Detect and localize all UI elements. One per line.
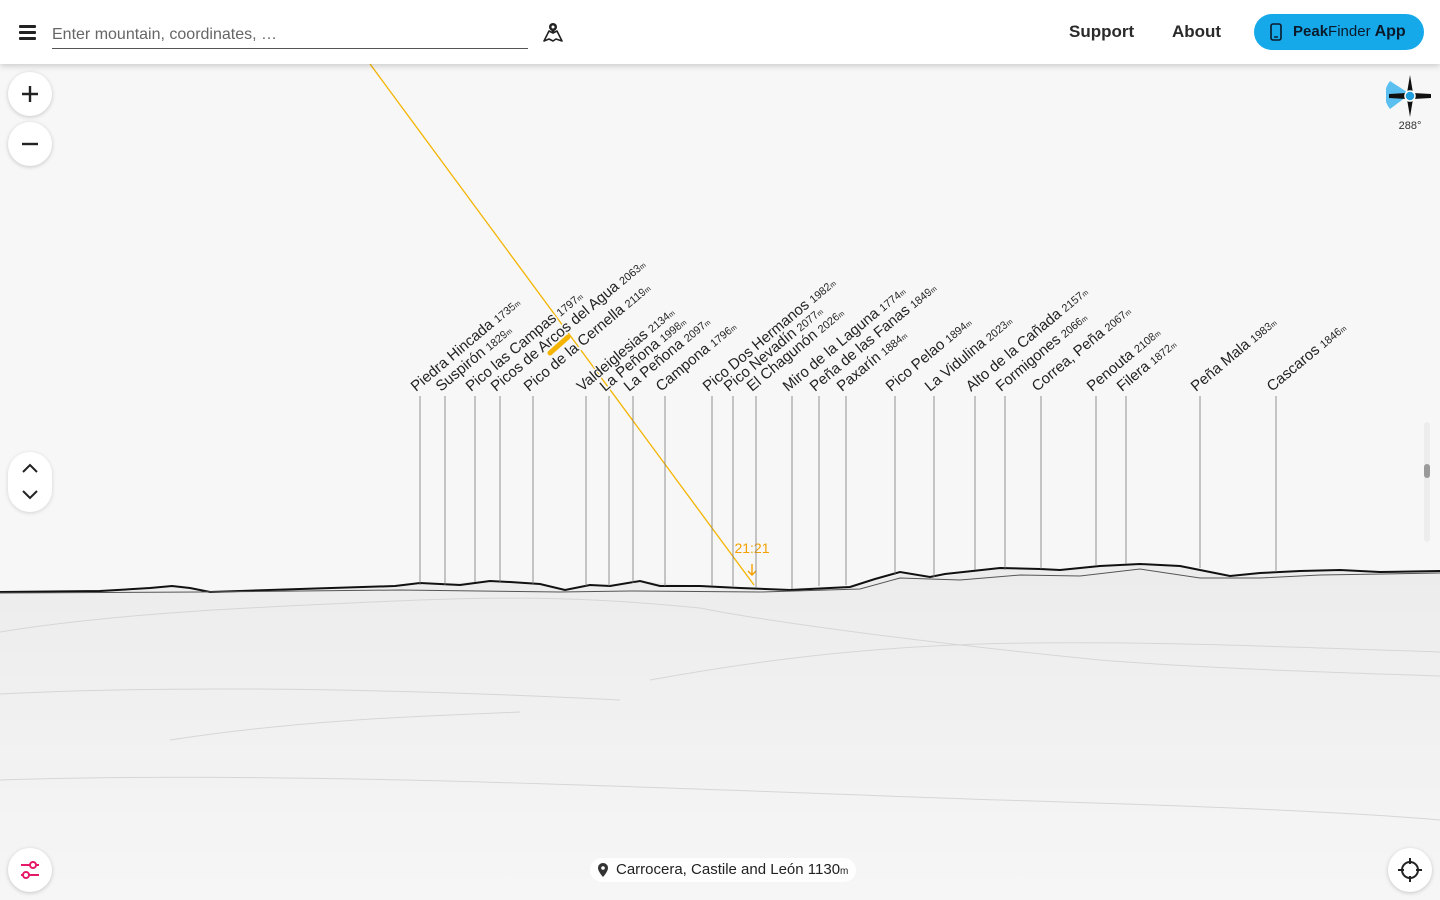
- location-pin-icon: [598, 863, 608, 878]
- tilt-controls: [8, 452, 52, 512]
- sliders-icon: [21, 861, 39, 879]
- terrain-fill: [0, 565, 1440, 900]
- about-link[interactable]: About: [1172, 22, 1222, 41]
- minus-icon: [22, 142, 38, 146]
- map-pin-icon[interactable]: [540, 20, 566, 46]
- hamburger-menu-icon[interactable]: [14, 18, 42, 46]
- zoom-in-button[interactable]: [8, 72, 52, 116]
- tilt-up-button[interactable]: [8, 454, 52, 484]
- heading-readout: 288°: [1398, 120, 1422, 132]
- settings-button[interactable]: [8, 848, 52, 892]
- zoom-out-button[interactable]: [8, 122, 52, 166]
- sun-highlight: [547, 334, 571, 356]
- sun-path: [369, 64, 755, 586]
- viewpoint-location: Carrocera, Castile and León 1130m: [590, 858, 857, 882]
- sun-time-label: 21:21: [734, 540, 769, 556]
- peak-leader-lines: [419, 396, 1277, 589]
- chevron-down-icon: [22, 490, 38, 500]
- plus-icon: [22, 86, 38, 102]
- compass-icon[interactable]: [1384, 72, 1434, 120]
- crosshair-icon: [1398, 858, 1422, 882]
- peakfinder-app-button[interactable]: PeakFinder App: [1254, 14, 1424, 50]
- phone-icon: [1270, 23, 1282, 41]
- chevron-up-icon: [22, 463, 38, 473]
- location-unit: m: [840, 866, 849, 877]
- support-link[interactable]: Support: [1069, 22, 1135, 41]
- location-elevation: 1130: [807, 861, 841, 878]
- location-name: Carrocera, Castile and León: [616, 861, 804, 878]
- vertical-scroll-thumb[interactable]: [1424, 464, 1430, 478]
- horizon-secondary: [0, 568, 1440, 594]
- tilt-down-button[interactable]: [8, 480, 52, 510]
- horizon-skyline: [0, 562, 1440, 594]
- terrain-ridges: [0, 597, 1440, 821]
- sun-arrow-icon: [747, 564, 757, 576]
- locate-button[interactable]: [1388, 848, 1432, 892]
- vertical-scroll-track[interactable]: [1424, 422, 1430, 542]
- search-input[interactable]: [52, 22, 528, 49]
- app-button-label: PeakFinder App: [1293, 23, 1406, 40]
